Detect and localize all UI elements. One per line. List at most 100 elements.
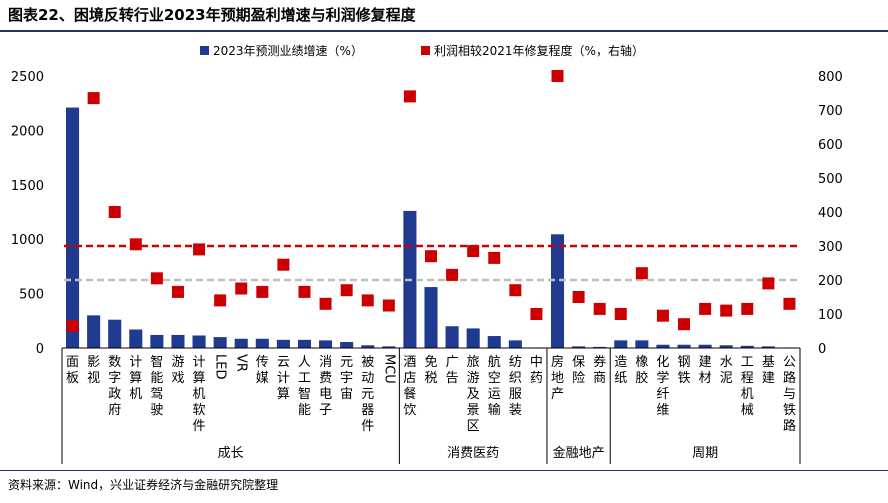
bar — [698, 344, 712, 348]
marker — [319, 297, 332, 310]
marker — [298, 285, 311, 298]
category-label: 旅游及景区 — [467, 355, 480, 434]
bar — [466, 328, 480, 348]
marker — [129, 238, 142, 251]
marker — [572, 291, 585, 303]
marker — [699, 302, 712, 315]
category-label: 建材 — [699, 355, 712, 386]
right-tick-label: 600 — [818, 138, 843, 153]
left-tick-label: 1500 — [11, 179, 44, 194]
category-label: 计算机软件 — [193, 355, 206, 434]
category-label: 工程机械 — [741, 355, 754, 418]
category-label: 中药 — [530, 355, 543, 386]
category-label: 游戏 — [171, 355, 184, 386]
bar — [213, 337, 227, 348]
marker — [382, 299, 395, 312]
bar — [234, 338, 248, 348]
group-label: 成长 — [218, 446, 244, 461]
left-tick-label: 2500 — [11, 70, 44, 85]
legend: 2023年预测业绩增速（%） 利润相较2021年修复程度（%，右轴） — [200, 43, 644, 58]
category-label: 被动元器件 — [361, 355, 374, 434]
category-label: VR — [234, 354, 249, 372]
bar — [87, 315, 101, 348]
category-label: 计算机 — [129, 355, 142, 402]
category-label: 钢铁 — [678, 355, 691, 386]
bar — [150, 334, 164, 348]
left-axis: 0 500 1000 1500 2000 2500 — [11, 70, 44, 357]
bar — [297, 339, 312, 348]
bar — [276, 339, 290, 348]
category-label: 消费电子 — [319, 355, 332, 418]
right-tick-label: 800 — [818, 70, 843, 85]
marker — [656, 309, 669, 322]
bar — [171, 334, 185, 348]
marker — [66, 319, 79, 332]
category-label: LED — [213, 354, 228, 379]
group-label: 周期 — [692, 446, 718, 461]
marker — [467, 245, 480, 258]
marker — [509, 284, 522, 297]
bar — [487, 336, 501, 348]
left-tick-label: 2000 — [11, 124, 44, 139]
category-label: 纺织服装 — [509, 355, 522, 418]
bar — [593, 346, 607, 348]
marker — [87, 92, 100, 105]
category-label: 智能驾驶 — [150, 355, 163, 418]
marker — [635, 267, 648, 280]
category-label: 影视 — [87, 355, 100, 386]
marker — [214, 294, 227, 307]
group-labels: 成长 消费医药 金融地产 周期 — [218, 445, 718, 461]
marker — [403, 90, 416, 103]
left-tick-label: 0 — [36, 342, 44, 357]
category-label: 航空运输 — [488, 354, 501, 418]
right-tick-label: 200 — [818, 274, 843, 289]
marker — [446, 268, 459, 281]
marker — [108, 206, 121, 218]
source-note: 资料来源：Wind，兴业证券经济与金融研究院整理 — [8, 478, 279, 492]
right-axis: 0 100 200 300 400 500 600 700 800 — [818, 70, 843, 357]
bar — [572, 346, 586, 348]
category-label: 保险 — [572, 355, 585, 386]
category-label: 基建 — [762, 355, 775, 386]
marker — [593, 302, 606, 315]
bar — [635, 340, 649, 348]
marker — [783, 297, 796, 310]
legend-bar-swatch — [200, 46, 209, 55]
category-label: 云计算 — [277, 355, 290, 402]
right-tick-label: 100 — [818, 308, 843, 323]
bar — [761, 346, 775, 348]
marker — [425, 250, 437, 263]
group-label: 金融地产 — [553, 445, 605, 461]
bar — [614, 340, 628, 348]
right-tick-label: 500 — [818, 172, 843, 187]
bar — [508, 340, 522, 348]
marker — [488, 251, 501, 264]
reference-lines — [64, 244, 798, 282]
bar — [740, 345, 754, 348]
marker — [361, 294, 374, 307]
marker — [340, 284, 353, 297]
marker — [193, 243, 206, 256]
bar — [129, 329, 143, 348]
category-label: 橡胶 — [635, 355, 648, 386]
marker — [150, 272, 163, 285]
bar — [319, 340, 333, 348]
marker — [256, 285, 269, 298]
category-label: 人工智能 — [298, 355, 311, 418]
right-tick-label: 400 — [818, 206, 843, 221]
source-rule — [0, 470, 888, 471]
markers — [66, 70, 796, 332]
category-label: 造纸 — [614, 355, 627, 386]
category-label: 化学纤维 — [656, 355, 669, 418]
left-tick-label: 500 — [19, 288, 44, 303]
chart: 2023年预测业绩增速（%） 利润相较2021年修复程度（%，右轴） 0 500 1… — [11, 43, 843, 464]
category-label: 广告 — [446, 355, 459, 386]
bar — [108, 319, 122, 348]
group-label: 消费医药 — [447, 446, 499, 461]
bar — [66, 107, 80, 348]
bar — [445, 326, 459, 348]
category-label: 房地产 — [551, 354, 564, 402]
category-label: 券商 — [593, 354, 606, 386]
bar — [340, 342, 354, 348]
